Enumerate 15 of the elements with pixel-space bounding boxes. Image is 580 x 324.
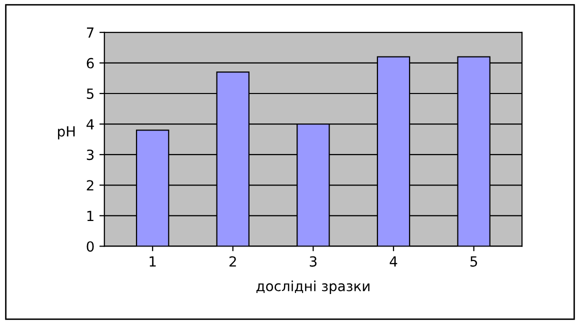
x-tick-label: 4 bbox=[390, 256, 398, 267]
y-tick-label: 6 bbox=[86, 58, 94, 68]
x-tick-label: 1 bbox=[150, 256, 156, 267]
x-axis-title: дослідні зразки bbox=[256, 280, 370, 294]
y-tick-label: 5 bbox=[86, 88, 94, 99]
x-tick-label: 5 bbox=[470, 256, 478, 267]
y-tick-label: 0 bbox=[86, 241, 94, 252]
y-tick-label: 7 bbox=[86, 28, 94, 38]
y-tick-label: 3 bbox=[86, 150, 94, 160]
y-axis-title: pH bbox=[58, 126, 75, 140]
y-tick-label: 4 bbox=[86, 119, 94, 130]
y-tick-label: 2 bbox=[86, 180, 94, 190]
x-tick-label: 3 bbox=[310, 256, 317, 267]
y-tick-label: 1 bbox=[87, 210, 94, 221]
x-tick-label: 2 bbox=[229, 256, 236, 267]
